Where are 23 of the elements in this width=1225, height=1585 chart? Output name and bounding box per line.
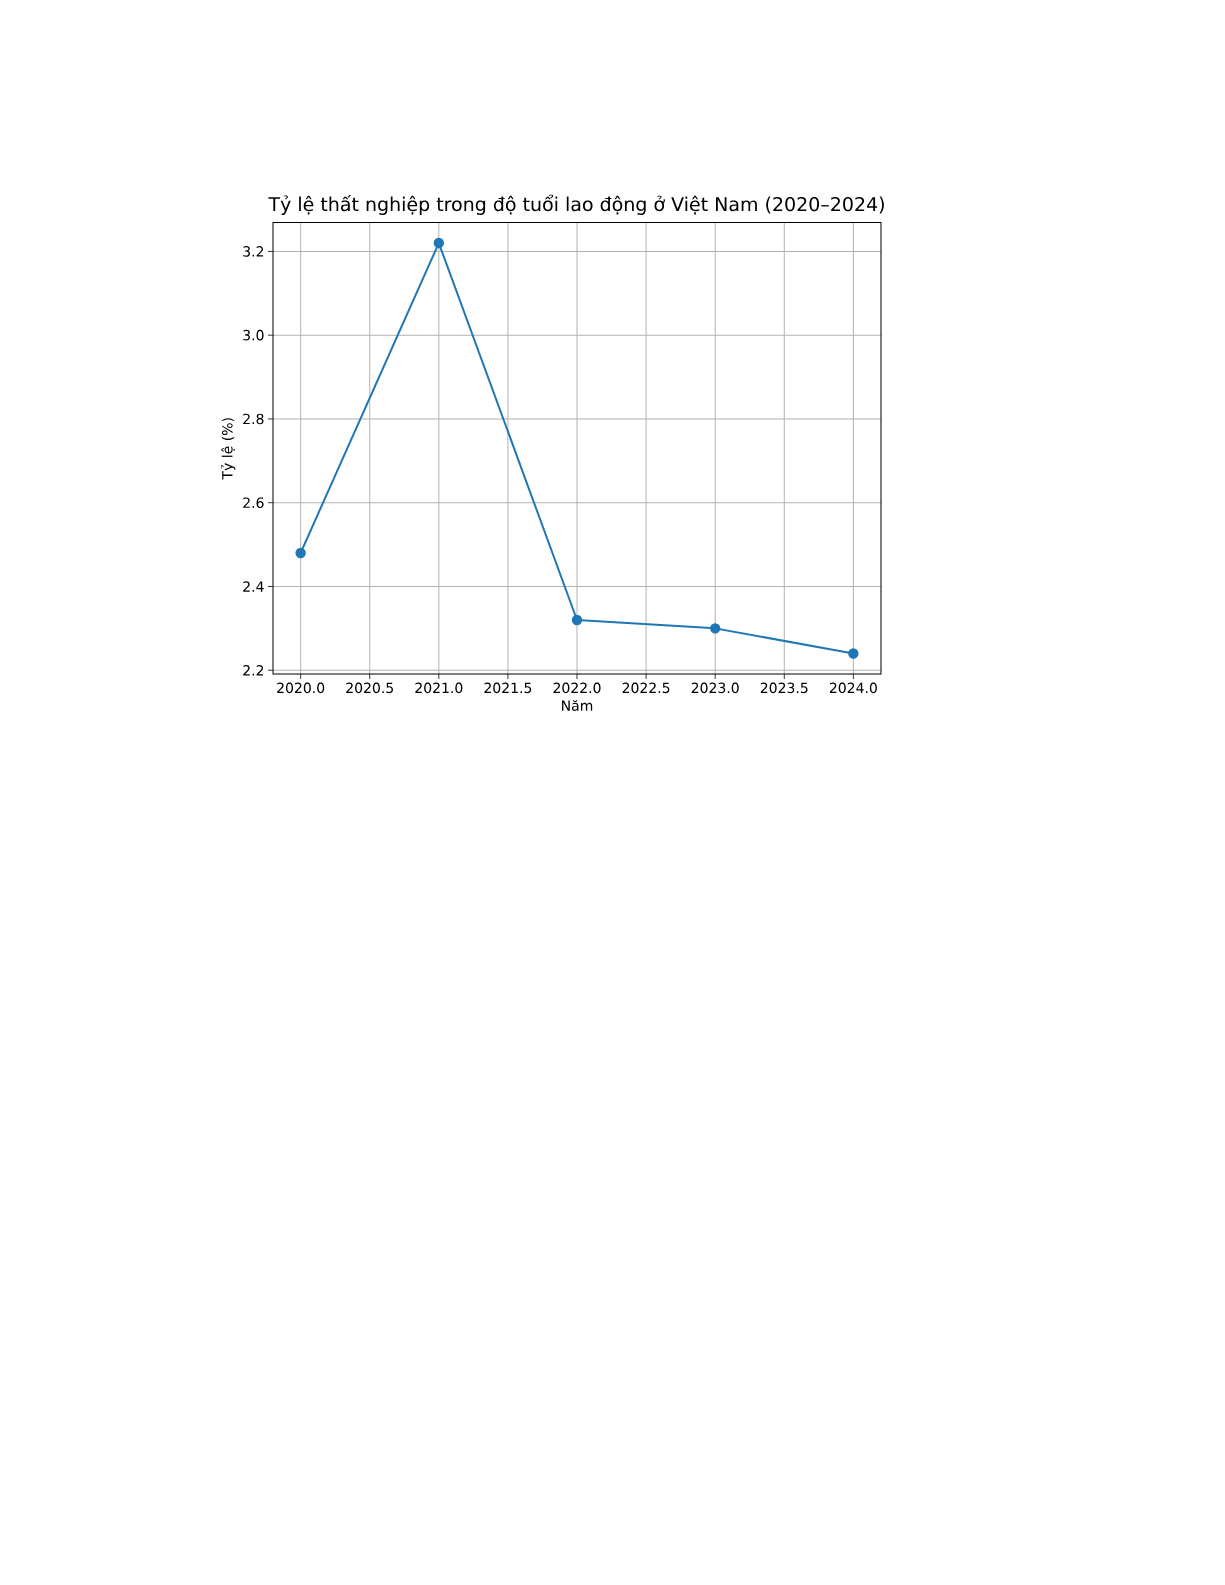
y-axis-title: Tỷ lệ (%) [221, 418, 236, 480]
x-tick-label: 2023.0 [691, 682, 739, 694]
x-tick-label: 2020.5 [346, 682, 393, 694]
y-tick-label: 2.4 [243, 581, 264, 592]
x-tick-label: 2022.5 [622, 682, 670, 694]
point [295, 547, 306, 559]
x-tick-label: 2021.5 [484, 682, 532, 694]
point [571, 614, 583, 626]
x-tick-label: 2021.0 [415, 682, 463, 694]
x-tick-label: 2024.0 [829, 682, 877, 694]
chart-title: Tỷ lệ thất nghiệp trong độ tuổi lao động ở Việt Nam (2020–2024) [268, 194, 884, 215]
y-tick-label: 2.8 [243, 413, 264, 425]
y-tick-label: 3.2 [243, 246, 264, 257]
x-axis-title: Năm [562, 700, 593, 711]
y-tick-label: 2.2 [243, 665, 264, 676]
point [709, 623, 721, 634]
y-tick-label: 3.0 [243, 329, 264, 341]
x-tick-label: 2023.5 [760, 682, 808, 694]
x-tick-label: 2022.0 [553, 682, 601, 694]
x-tick-label: 2020.0 [277, 682, 325, 694]
point [848, 648, 859, 659]
point [433, 237, 445, 249]
y-tick-label: 2.6 [243, 497, 264, 509]
